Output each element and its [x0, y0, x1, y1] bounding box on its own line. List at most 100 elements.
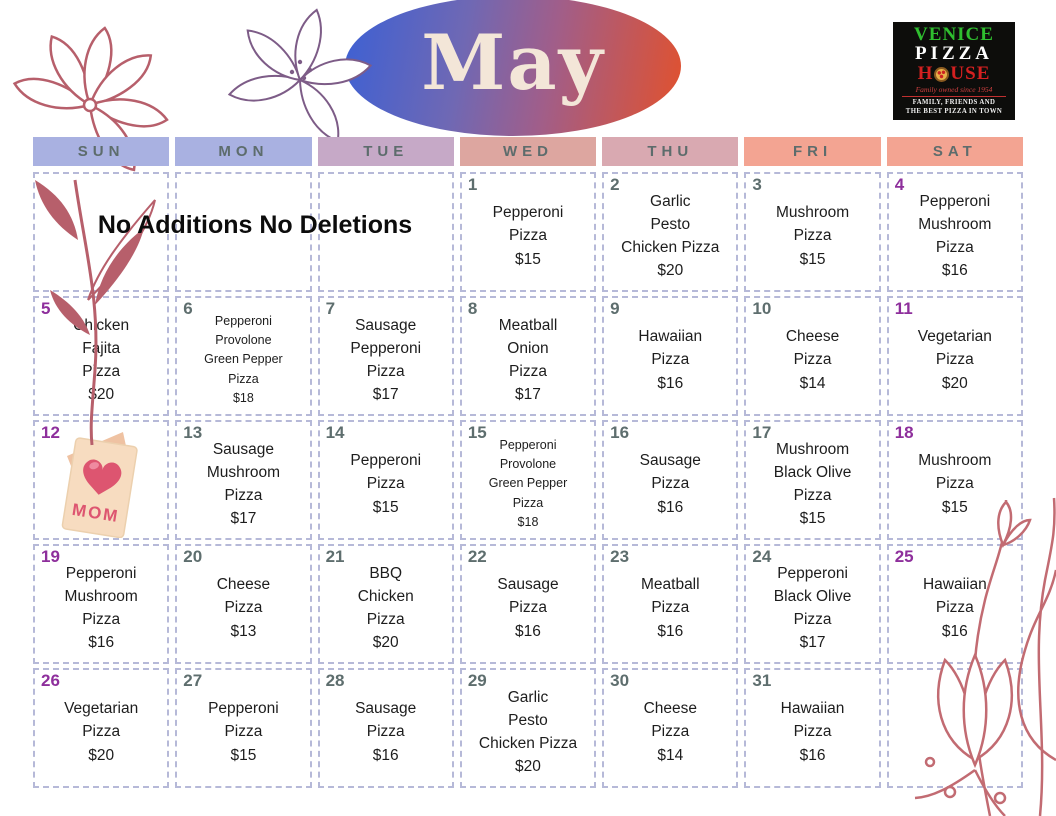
- menu-item-price: $14: [657, 746, 684, 764]
- menu-item-line: Mushroom: [775, 204, 850, 222]
- menu-item-line: Green Pepper: [204, 352, 283, 367]
- menu-item-line: Provolone: [499, 456, 557, 471]
- menu-item-price: $16: [657, 374, 684, 392]
- menu-item-price: $13: [230, 622, 257, 640]
- menu-item-line: Sausage: [639, 452, 701, 470]
- menu-item-line: Pizza: [935, 351, 974, 369]
- month-title: May: [421, 17, 605, 107]
- day-cell-6: 6 Pepperoni Provolone Green Pepper Pizza $18: [175, 296, 312, 416]
- menu-item: Sausage Pizza $16: [497, 565, 558, 643]
- weekday-header-sun: SUN: [33, 137, 170, 166]
- menu-item-line: Pizza: [651, 475, 690, 493]
- day-cell-23: 23 Meatball Pizza $16: [602, 544, 739, 664]
- menu-item-line: Pepperoni: [350, 339, 422, 357]
- date-number: 2: [610, 175, 620, 194]
- date-number: 29: [467, 671, 487, 690]
- date-number: 26: [41, 671, 60, 690]
- date-number: 12: [41, 423, 60, 442]
- menu-item-line: Pizza: [935, 239, 974, 256]
- menu-item: Hawaiian Pizza $16: [923, 565, 987, 643]
- menu-item-line: Pesto: [650, 215, 691, 233]
- menu-item-line: Chicken: [357, 587, 414, 605]
- date-number: 30: [610, 671, 630, 690]
- day-cell-empty: [317, 172, 454, 292]
- menu-item-line: Mushroom: [775, 440, 850, 458]
- menu-item: Sausage Pizza $16: [355, 689, 416, 767]
- day-cell-8: 8 Meatball Onion Pizza $17: [459, 296, 597, 416]
- menu-item-line: Vegetarian: [917, 328, 992, 346]
- menu-item-line: Garlic: [650, 192, 691, 210]
- menu-item-line: Pizza: [224, 599, 263, 617]
- menu-item: Cheese Pizza $14: [786, 317, 839, 395]
- date-number: 5: [41, 299, 51, 318]
- day-cell-24: 24 Pepperoni Black Olive Pizza $17: [744, 544, 881, 664]
- menu-item-line: Pizza: [509, 599, 547, 617]
- menu-item-line: Garlic: [507, 688, 549, 706]
- menu-item-line: Sausage: [355, 316, 417, 334]
- menu-item-price: $20: [88, 386, 115, 404]
- day-cell-7: 7 Sausage Pepperoni Pizza $17: [317, 296, 454, 416]
- menu-item-line: Vegetarian: [64, 700, 139, 718]
- date-number: 24: [752, 547, 772, 566]
- menu-item-line: Chicken Pizza: [478, 735, 578, 752]
- date-number: 23: [610, 547, 630, 566]
- day-cell-empty: [175, 172, 312, 292]
- menu-item-line: Pizza: [509, 363, 547, 380]
- menu-item: Pepperoni Provolone Green Pepper Pizza $18: [489, 428, 568, 533]
- menu-item-line: Pizza: [82, 611, 121, 628]
- menu-item-line: Pepperoni: [492, 204, 564, 222]
- logo-tagline-1: Family, Friends and: [912, 99, 996, 107]
- menu-item: Sausage Pizza $16: [640, 441, 701, 519]
- menu-item: Cheese Pizza $13: [217, 565, 270, 643]
- day-cell-27: 27 Pepperoni Pizza $15: [175, 668, 312, 788]
- menu-item-line: Green Pepper: [488, 476, 568, 491]
- menu-item-line: Chicken: [73, 316, 130, 334]
- menu-item-price: $20: [515, 758, 541, 776]
- menu-item: Mushroom Pizza $15: [776, 193, 849, 271]
- menu-item-price: $15: [799, 250, 826, 268]
- menu-item-price: $20: [941, 374, 968, 392]
- menu-item-line: Pizza: [793, 351, 832, 369]
- menu-item-line: Pizza: [651, 599, 690, 617]
- day-cell-empty: [886, 668, 1023, 788]
- logo-divider: [901, 96, 1007, 98]
- menu-item: Vegetarian Pizza $20: [918, 317, 992, 395]
- no-additions-note: No Additions No Deletions: [97, 211, 413, 239]
- logo-house-pre: H: [917, 63, 934, 85]
- menu-item: Meatball Onion Pizza $17: [499, 306, 558, 407]
- menu-item-line: Pizza: [793, 611, 832, 628]
- date-number: 10: [752, 299, 772, 318]
- menu-item-price: $16: [941, 622, 968, 640]
- menu-item-line: Pepperoni: [214, 313, 272, 328]
- menu-item: Sausage Mushroom Pizza $17: [207, 430, 280, 531]
- menu-item-line: BBQ: [369, 564, 403, 582]
- menu-item-line: Pepperoni: [350, 452, 422, 470]
- day-cell-4: 4 Pepperoni Mushroom Pizza $16: [886, 172, 1023, 292]
- day-cell-12: 12 MOM: [33, 420, 170, 540]
- menu-item-line: Mushroom: [918, 452, 992, 470]
- menu-item-line: Pizza: [366, 723, 405, 741]
- logo-tagline-2: The Best Pizza in Town: [905, 108, 1003, 116]
- date-number: 11: [894, 299, 913, 318]
- date-number: 9: [610, 299, 620, 318]
- menu-item-price: $17: [799, 634, 826, 652]
- menu-item-line: Pesto: [508, 711, 548, 729]
- date-number: 4: [894, 175, 905, 194]
- menu-item-line: Sausage: [212, 440, 275, 458]
- menu-item-line: Hawaiian: [922, 576, 987, 594]
- day-cell-22: 22 Sausage Pizza $16: [459, 544, 597, 664]
- date-number: 15: [467, 423, 487, 442]
- date-number: 13: [183, 423, 203, 442]
- date-number: 1: [467, 175, 478, 194]
- day-cell-20: 20 Cheese Pizza $13: [175, 544, 312, 664]
- day-cell-15: 15 Pepperoni Provolone Green Pepper Pizza $18: [459, 420, 597, 540]
- menu-item-line: Hawaiian: [780, 700, 845, 718]
- menu-item: Pepperoni Pizza $15: [350, 441, 421, 519]
- menu-item-line: Onion: [507, 339, 549, 357]
- menu-item: BBQ Chicken Pizza $20: [358, 554, 414, 655]
- menu-item-line: Pizza: [793, 723, 832, 741]
- menu-item-price: $15: [230, 746, 257, 764]
- menu-item-price: $16: [941, 262, 968, 280]
- menu-item-price: $18: [517, 515, 539, 530]
